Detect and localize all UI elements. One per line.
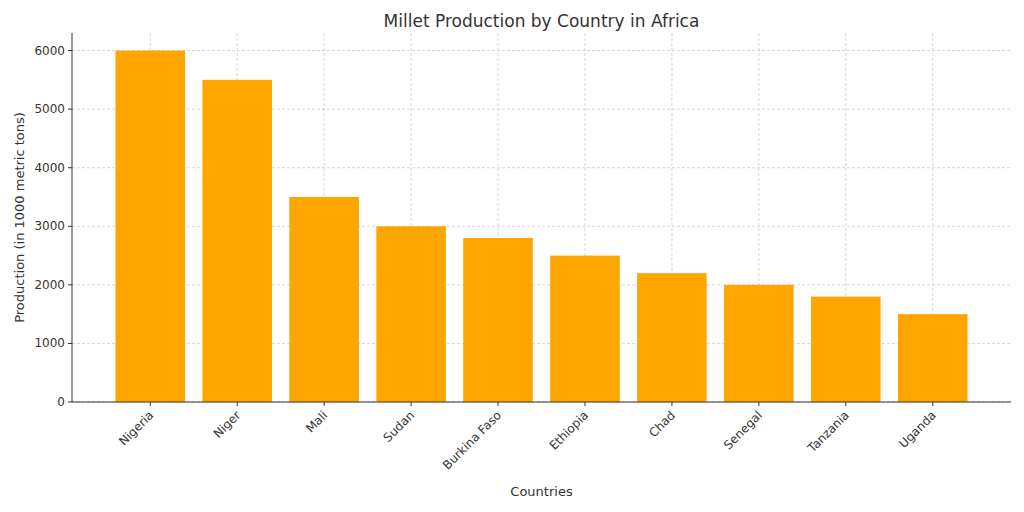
bar (637, 273, 707, 402)
y-axis-label: Production (in 1000 metric tons) (12, 112, 27, 323)
x-tick-label: Nigeria (116, 408, 156, 448)
x-tick (584, 402, 585, 406)
y-tick-label: 1000 (34, 336, 65, 350)
bars (115, 51, 967, 402)
y-tick-label: 5000 (34, 102, 65, 116)
bar (376, 226, 446, 402)
chart-svg: 0 1000 2000 3000 4000 5000 6000 Nigeria Niger Mal… (0, 0, 1024, 512)
y-tick (68, 167, 72, 168)
y-grid-line (72, 402, 1011, 403)
bar (724, 285, 794, 402)
x-tick (324, 402, 325, 406)
x-tick-label: Mali (303, 408, 330, 435)
bar (811, 297, 881, 402)
x-tick (411, 402, 412, 406)
y-tick-label: 2000 (34, 278, 65, 292)
x-tick-label: Senegal (721, 408, 765, 452)
bar (289, 197, 359, 402)
grid (72, 33, 1011, 402)
y-tick (68, 402, 72, 403)
x-axis-label: Countries (510, 484, 573, 499)
x-tick (498, 402, 499, 406)
x-tick-label: Niger (211, 408, 244, 441)
x-tick-label: Uganda (896, 408, 939, 451)
x-tick (932, 402, 933, 406)
y-axis-line (72, 33, 73, 402)
x-tick-label: Chad (646, 408, 678, 440)
bar (202, 80, 272, 402)
chart-container: 0 1000 2000 3000 4000 5000 6000 Nigeria Niger Mal… (0, 0, 1024, 512)
x-tick (671, 402, 672, 406)
bar (463, 238, 533, 402)
y-tick (68, 343, 72, 344)
x-tick (150, 402, 151, 406)
x-tick (758, 402, 759, 406)
y-tick-label: 4000 (34, 161, 65, 175)
bar (550, 256, 620, 402)
x-tick-label: Tanzania (804, 408, 852, 456)
x-axis-line (72, 402, 1011, 403)
y-tick-label: 3000 (34, 219, 65, 233)
y-tick (68, 109, 72, 110)
x-tick (845, 402, 846, 406)
y-tick (68, 226, 72, 227)
x-tick-label: Sudan (381, 408, 418, 445)
x-tick-label: Ethiopia (547, 408, 591, 452)
y-grid-line (72, 50, 1011, 51)
x-tick (237, 402, 238, 406)
x-tick-label: Burkina Faso (440, 408, 504, 472)
bar (115, 51, 185, 402)
y-tick (68, 284, 72, 285)
bar (898, 314, 968, 402)
title: Millet Production by Country in Africa (384, 11, 700, 31)
y-tick-label: 0 (57, 395, 65, 409)
y-tick (68, 50, 72, 51)
y-tick-label: 6000 (34, 44, 65, 58)
